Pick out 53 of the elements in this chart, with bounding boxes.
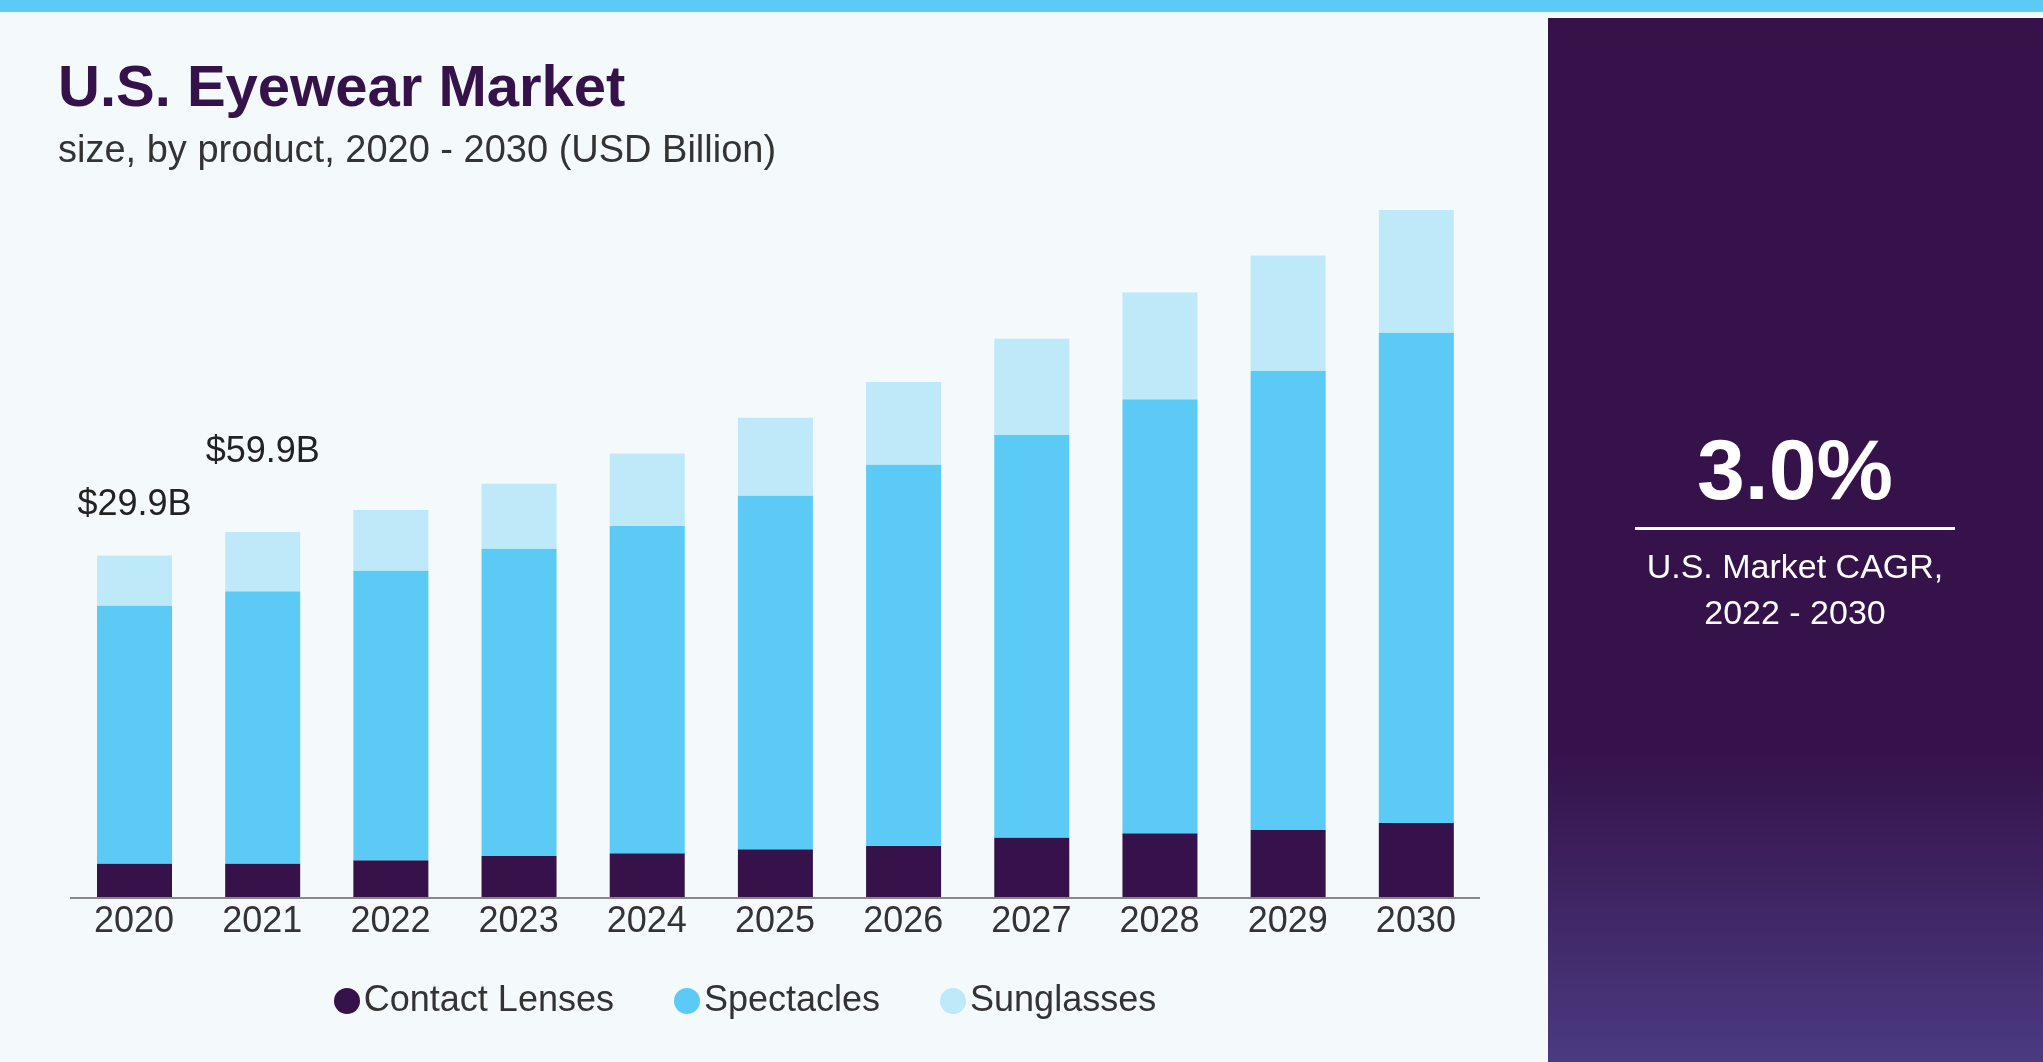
bar bbox=[609, 853, 685, 898]
bar bbox=[1378, 210, 1454, 333]
bar bbox=[481, 483, 557, 549]
x-tick-label: 2020 bbox=[94, 898, 175, 940]
x-tick-label: 2027 bbox=[991, 898, 1072, 940]
bar bbox=[97, 863, 172, 898]
bar bbox=[1378, 332, 1454, 824]
bar bbox=[1250, 370, 1326, 830]
bar bbox=[609, 525, 685, 854]
bar bbox=[994, 434, 1070, 838]
bar bbox=[1122, 399, 1198, 834]
x-tick-label: 2024 bbox=[606, 898, 687, 940]
bar bbox=[353, 860, 429, 898]
bar bbox=[866, 382, 942, 465]
bar bbox=[994, 837, 1070, 898]
bar bbox=[225, 531, 301, 592]
bar bbox=[609, 453, 685, 526]
bar bbox=[737, 417, 813, 496]
bar bbox=[481, 856, 557, 898]
x-tick-label: 2022 bbox=[350, 898, 431, 940]
bar bbox=[225, 591, 301, 864]
bar bbox=[737, 495, 813, 850]
bar bbox=[866, 845, 942, 898]
bar bbox=[1378, 823, 1454, 898]
bar bbox=[97, 605, 172, 864]
x-tick-label: 2021 bbox=[222, 898, 303, 940]
bar bbox=[1122, 833, 1198, 898]
legend-label: Contact Lenses bbox=[363, 978, 614, 1019]
bar bbox=[737, 849, 813, 898]
annotation: $29.9B bbox=[77, 482, 192, 524]
legend-label: Sunglasses bbox=[970, 978, 1157, 1019]
bar bbox=[1250, 255, 1326, 371]
bar bbox=[225, 863, 301, 898]
x-tick-label: 2030 bbox=[1375, 898, 1456, 940]
x-tick-label: 2028 bbox=[1119, 898, 1200, 940]
bar bbox=[353, 509, 429, 571]
bar bbox=[1122, 292, 1198, 400]
bar bbox=[1250, 829, 1326, 898]
text: U.S. Market CAGR, 2022 - 2030 bbox=[1645, 546, 1945, 633]
bar bbox=[481, 548, 557, 857]
legend-label: Spectacles bbox=[703, 978, 881, 1019]
x-tick-label: 2025 bbox=[734, 898, 816, 940]
annotation: $59.9B bbox=[205, 428, 320, 470]
bar bbox=[353, 570, 429, 861]
bar bbox=[994, 338, 1070, 435]
chart-subtitle: size, by product, 2020 - 2030 (USD Billion) bbox=[58, 128, 777, 171]
chart-title: U.S. Eyewear Market bbox=[58, 52, 626, 119]
text: 3.0% bbox=[1635, 420, 1955, 530]
x-tick-label: 2029 bbox=[1247, 898, 1328, 940]
bar bbox=[866, 464, 942, 846]
bar bbox=[97, 555, 172, 606]
x-tick-label: 2026 bbox=[863, 898, 944, 940]
x-tick-label: 2023 bbox=[478, 898, 559, 940]
